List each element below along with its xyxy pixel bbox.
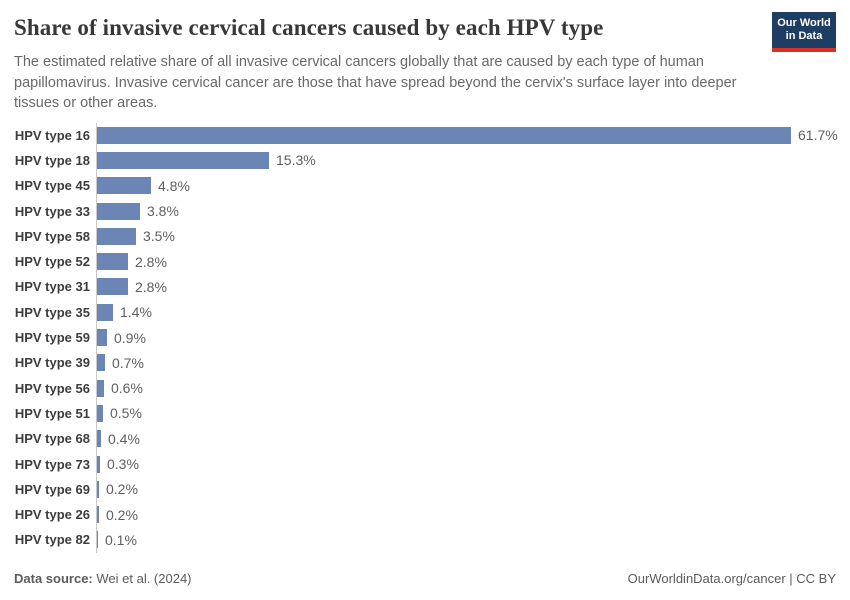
- data-source: Data source: Wei et al. (2024): [14, 571, 192, 586]
- value-label: 0.4%: [108, 430, 140, 447]
- bar[interactable]: [97, 455, 100, 473]
- category-label: HPV type 56: [14, 380, 90, 396]
- bar[interactable]: [97, 329, 107, 347]
- bar[interactable]: [97, 126, 791, 144]
- bar-track: 0.6%: [96, 375, 850, 401]
- attribution-link[interactable]: OurWorldinData.org/cancer | CC BY: [627, 571, 836, 586]
- bar-track: 0.3%: [96, 451, 850, 477]
- category-label: HPV type 68: [14, 431, 90, 447]
- bar[interactable]: [97, 151, 269, 169]
- category-label: HPV type 45: [14, 178, 90, 194]
- bar-row: HPV type 69 0.2%: [14, 476, 850, 502]
- bar-row: HPV type 26 0.2%: [14, 501, 850, 528]
- bar[interactable]: [97, 531, 98, 549]
- category-label: HPV type 52: [14, 254, 90, 270]
- data-source-label: Data source:: [14, 571, 93, 586]
- owid-logo-line1: Our World: [777, 17, 831, 29]
- bar-track: 15.3%: [96, 147, 850, 174]
- bar-track: 0.5%: [96, 400, 850, 427]
- bar[interactable]: [97, 506, 99, 524]
- bar-row: HPV type 18 15.3%: [14, 147, 850, 174]
- value-label: 0.9%: [114, 329, 146, 346]
- data-source-citation: Wei et al. (2024): [96, 571, 192, 586]
- bar[interactable]: [97, 177, 151, 195]
- bar-track: 4.8%: [96, 173, 850, 199]
- bar[interactable]: [97, 354, 105, 372]
- bar-row: HPV type 33 3.8%: [14, 198, 850, 224]
- bar[interactable]: [97, 480, 99, 498]
- category-label: HPV type 18: [14, 152, 90, 168]
- page-title: Share of invasive cervical cancers cause…: [14, 15, 604, 40]
- value-label: 61.7%: [798, 127, 838, 144]
- bar-track: 3.8%: [96, 198, 850, 224]
- category-label: HPV type 39: [14, 355, 90, 371]
- bar-track: 0.1%: [96, 527, 850, 553]
- bar[interactable]: [97, 253, 128, 271]
- owid-logo[interactable]: Our World in Data: [772, 12, 836, 52]
- value-label: 0.2%: [106, 506, 138, 523]
- value-label: 2.8%: [135, 278, 167, 295]
- value-label: 2.8%: [135, 253, 167, 270]
- value-label: 0.7%: [112, 354, 144, 371]
- category-label: HPV type 26: [14, 507, 90, 523]
- bar-row: HPV type 16 61.7%: [14, 122, 850, 148]
- bar-row: HPV type 35 1.4%: [14, 299, 850, 325]
- bar-track: 0.4%: [96, 426, 850, 452]
- bar[interactable]: [97, 278, 128, 296]
- bar-row: HPV type 51 0.5%: [14, 400, 850, 427]
- bar-track: 0.7%: [96, 350, 850, 376]
- category-label: HPV type 82: [14, 532, 90, 548]
- bar-row: HPV type 73 0.3%: [14, 451, 850, 477]
- value-label: 15.3%: [276, 152, 316, 169]
- bar[interactable]: [97, 303, 113, 321]
- bar-row: HPV type 68 0.4%: [14, 426, 850, 452]
- bar-row: HPV type 39 0.7%: [14, 350, 850, 376]
- bar[interactable]: [97, 404, 103, 422]
- chart-subtitle: The estimated relative share of all inva…: [14, 54, 737, 111]
- category-label: HPV type 31: [14, 279, 90, 295]
- category-label: HPV type 35: [14, 304, 90, 320]
- bar-row: HPV type 59 0.9%: [14, 324, 850, 351]
- value-label: 0.3%: [107, 456, 139, 472]
- value-label: 4.8%: [158, 177, 190, 194]
- value-label: 3.8%: [147, 203, 179, 220]
- bar-row: HPV type 82 0.1%: [14, 527, 850, 553]
- bar[interactable]: [97, 202, 140, 220]
- value-label: 0.5%: [110, 405, 142, 422]
- value-label: 0.1%: [105, 531, 137, 548]
- owid-logo-line2: in Data: [785, 30, 823, 42]
- bar[interactable]: [97, 227, 136, 245]
- bar-track: 2.8%: [96, 248, 850, 275]
- value-label: 0.6%: [111, 380, 143, 397]
- bar-row: HPV type 31 2.8%: [14, 274, 850, 300]
- bar-track: 0.2%: [96, 476, 850, 502]
- bar-track: 0.9%: [96, 324, 850, 351]
- category-label: HPV type 59: [14, 330, 90, 346]
- bar-track: 0.2%: [96, 501, 850, 528]
- category-label: HPV type 58: [14, 228, 90, 244]
- value-label: 0.2%: [106, 481, 138, 498]
- category-label: HPV type 51: [14, 405, 90, 421]
- category-label: HPV type 33: [14, 203, 90, 219]
- bar[interactable]: [97, 379, 104, 397]
- bar-row: HPV type 56 0.6%: [14, 375, 850, 401]
- bar[interactable]: [97, 430, 101, 448]
- bar-row: HPV type 45 4.8%: [14, 173, 850, 199]
- bar-track: 61.7%: [96, 122, 850, 148]
- chart-footer: Data source: Wei et al. (2024) OurWorldi…: [14, 571, 836, 586]
- category-label: HPV type 73: [14, 456, 90, 472]
- category-label: HPV type 16: [14, 127, 90, 143]
- bar-chart: HPV type 16 61.7% HPV type 18 15.3% HPV type…: [14, 122, 850, 553]
- bar-track: 2.8%: [96, 274, 850, 300]
- value-label: 3.5%: [143, 228, 175, 245]
- category-label: HPV type 69: [14, 481, 90, 497]
- value-label: 1.4%: [120, 304, 152, 321]
- bar-track: 3.5%: [96, 223, 850, 249]
- bar-track: 1.4%: [96, 299, 850, 325]
- bar-row: HPV type 58 3.5%: [14, 223, 850, 249]
- chart-header: Share of invasive cervical cancers cause…: [0, 0, 850, 114]
- bar-row: HPV type 52 2.8%: [14, 248, 850, 275]
